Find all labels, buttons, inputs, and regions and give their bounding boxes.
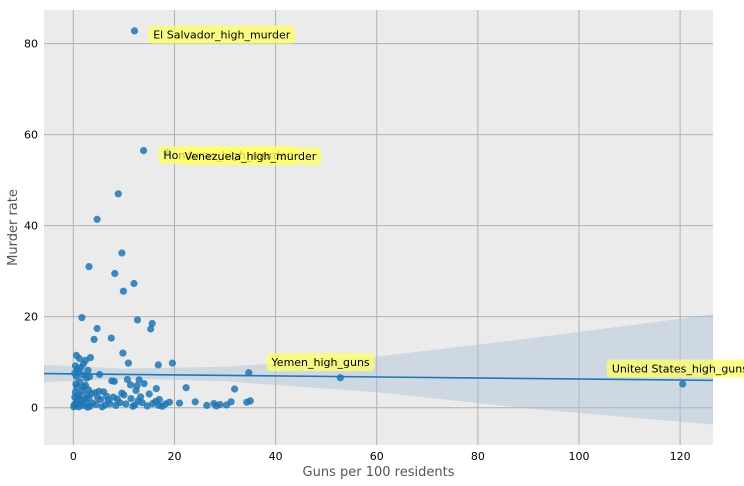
data-point — [132, 386, 140, 394]
data-point — [130, 27, 139, 35]
data-point — [140, 147, 148, 155]
data-point — [231, 385, 239, 393]
y-tick-label: 60 — [24, 129, 38, 142]
confidence-band-layer — [44, 314, 713, 425]
data-point — [245, 369, 253, 377]
annotation-box — [179, 147, 322, 166]
data-point — [133, 316, 142, 324]
data-point — [336, 374, 344, 382]
data-point — [124, 359, 132, 367]
data-point — [97, 395, 105, 404]
annotation-text: Yemen_high_guns — [271, 356, 370, 369]
data-point — [147, 325, 155, 333]
annotation-label: Yemen_high_guns — [266, 353, 375, 372]
annotation-text: El Salvador_high_murder — [153, 29, 291, 42]
data-point — [75, 354, 83, 363]
data-point — [203, 401, 211, 409]
data-point — [84, 366, 92, 374]
data-point — [107, 334, 115, 342]
y-axis-label: Murder rate — [6, 189, 21, 266]
data-point — [140, 380, 148, 388]
annotation-text: United States_high_guns — [612, 363, 744, 376]
x-axis-label: Guns per 100 residents — [303, 465, 455, 480]
data-point — [679, 380, 687, 388]
data-point — [243, 398, 251, 406]
data-point — [152, 385, 160, 393]
data-point — [83, 403, 92, 411]
data-point — [78, 314, 86, 322]
data-point — [145, 390, 153, 398]
data-point — [148, 319, 156, 328]
data-point — [149, 400, 157, 408]
annotation-label: United States_high_guns — [606, 359, 744, 378]
x-tick-label: 0 — [70, 450, 77, 463]
y-tick-label: 0 — [31, 402, 38, 415]
plot-area — [44, 10, 713, 445]
tick-labels: 0 20 40 60 80 100 120 0 20 40 60 80 — [24, 38, 691, 463]
y-tick-label: 40 — [24, 220, 38, 233]
data-point — [98, 403, 106, 411]
y-tick-label: 20 — [24, 311, 38, 324]
data-point — [93, 324, 101, 333]
data-point — [119, 287, 127, 295]
grid-lines — [44, 10, 713, 445]
annotation-text: Venezuela_high_murder — [185, 150, 317, 163]
annotation-box — [606, 359, 744, 378]
data-point — [82, 374, 91, 382]
annotations: El Salvador_high_murderHonduras_high_mur… — [148, 25, 744, 378]
data-point — [85, 263, 93, 271]
data-point — [118, 249, 126, 257]
data-point — [135, 376, 143, 384]
regression-line — [43, 372, 714, 382]
data-point — [182, 384, 190, 392]
annotation-label: El Salvador_high_murder — [148, 25, 296, 44]
data-point — [143, 402, 151, 410]
x-tick-label: 100 — [568, 450, 589, 463]
data-point — [175, 399, 184, 407]
data-point — [70, 403, 78, 411]
confidence-band — [44, 314, 713, 425]
data-point — [126, 381, 135, 389]
data-point — [75, 403, 83, 411]
data-point — [158, 402, 166, 410]
data-point — [212, 402, 220, 410]
x-tick-label: 120 — [670, 450, 691, 463]
data-points — [70, 27, 687, 411]
data-point — [114, 190, 122, 198]
data-point — [129, 402, 137, 410]
data-point — [130, 279, 138, 288]
x-tick-label: 20 — [167, 450, 181, 463]
y-tick-label: 80 — [24, 38, 38, 51]
data-point — [111, 269, 119, 278]
data-point — [112, 401, 120, 409]
x-tick-label: 40 — [269, 450, 283, 463]
data-point — [122, 400, 130, 408]
annotation-box — [148, 25, 296, 44]
data-point — [72, 372, 80, 380]
annotation-box — [266, 353, 375, 372]
data-point — [222, 401, 231, 409]
data-point — [191, 398, 199, 406]
x-tick-label: 80 — [471, 450, 485, 463]
data-point — [90, 335, 98, 343]
data-point — [154, 361, 162, 369]
data-point — [119, 349, 127, 357]
data-point — [96, 370, 104, 379]
x-tick-label: 60 — [370, 450, 384, 463]
data-point — [168, 359, 176, 367]
data-point — [127, 395, 135, 403]
data-point — [92, 400, 100, 409]
annotation-label: Venezuela_high_murder — [179, 147, 322, 166]
data-point — [110, 377, 118, 385]
data-point — [120, 391, 128, 399]
regression-line-layer — [43, 372, 714, 382]
data-point — [93, 215, 101, 223]
data-point — [123, 375, 131, 384]
